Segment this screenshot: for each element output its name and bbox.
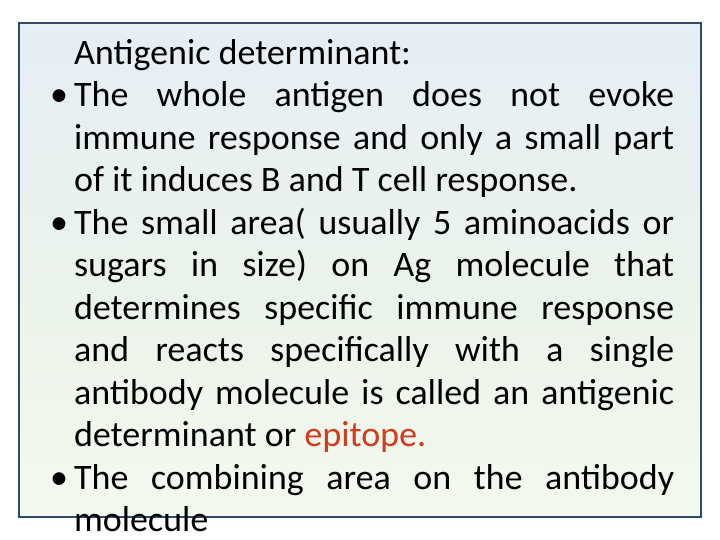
list-item: The whole antigen does not evoke immune … bbox=[46, 73, 674, 200]
slide: Antigenic determinant: The whole antigen… bbox=[0, 0, 720, 540]
bullet-text: The whole antigen does not evoke immune … bbox=[74, 72, 674, 201]
bullet-list: The whole antigen does not evoke immune … bbox=[46, 73, 674, 540]
content-box: Antigenic determinant: The whole antigen… bbox=[18, 22, 702, 518]
highlight-term: epitope. bbox=[304, 412, 426, 456]
bullet-text: The combining area on the antibody molec… bbox=[74, 455, 674, 540]
list-item: The combining area on the antibody molec… bbox=[46, 456, 674, 540]
heading: Antigenic determinant: bbox=[74, 32, 674, 73]
list-item: The small area( usually 5 aminoacids or … bbox=[46, 201, 674, 456]
